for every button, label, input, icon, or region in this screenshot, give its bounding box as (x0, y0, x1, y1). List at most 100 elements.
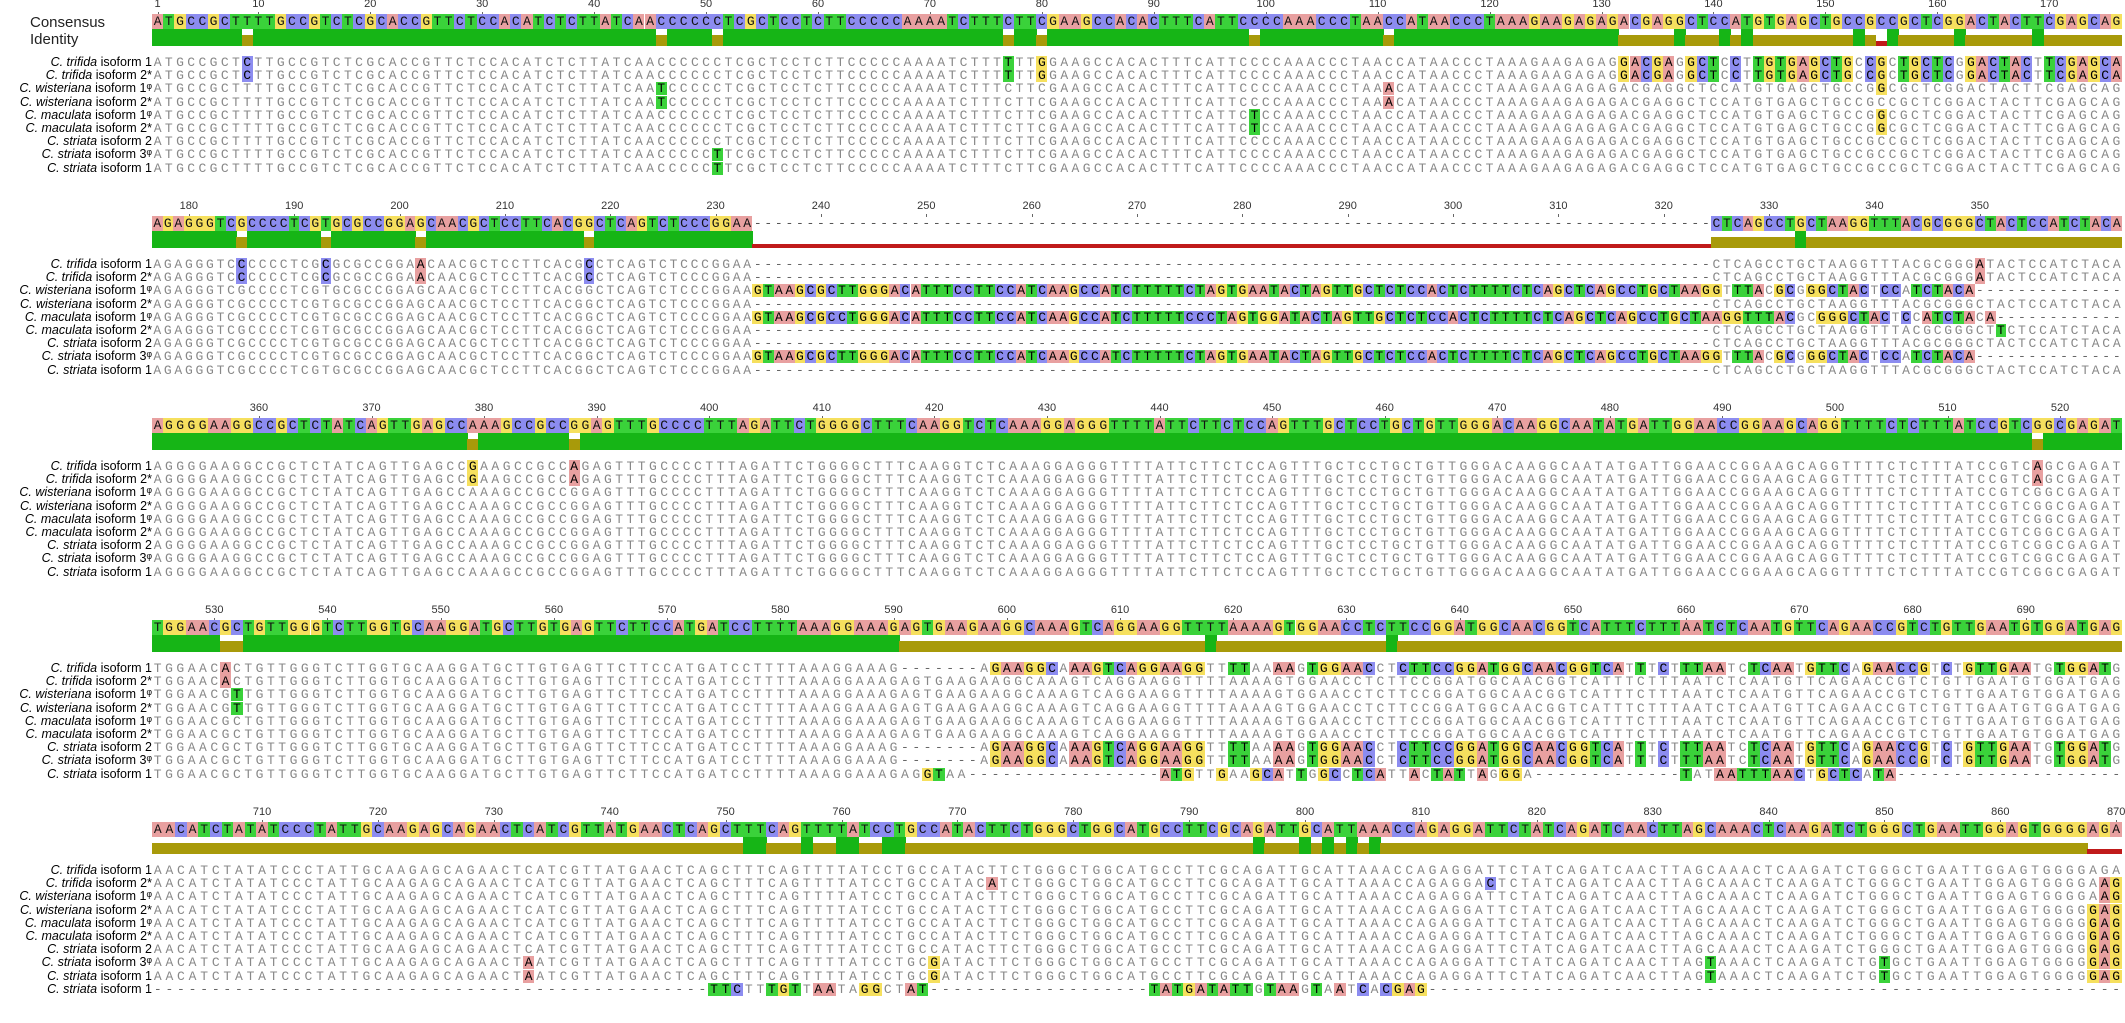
sequence-base: T (1003, 56, 1014, 69)
sequence-base: C (186, 109, 197, 122)
sequence-base: - (1205, 298, 1216, 311)
consensus-base: C (1853, 14, 1864, 29)
consensus-base: - (963, 216, 974, 231)
sequence-base: C (790, 69, 801, 82)
sequence-base: T (801, 96, 812, 109)
sequence-base: T (465, 148, 476, 161)
sequence-base: C (689, 82, 700, 95)
sequence-base: C (257, 324, 268, 337)
sequence-base: G (275, 69, 286, 82)
sequence-base: A (742, 298, 753, 311)
sequence-base: C (1859, 350, 1870, 363)
consensus-base: A (521, 14, 532, 29)
sequence-base: C (1193, 96, 1204, 109)
consensus-base: C (2027, 216, 2038, 231)
consensus-base: T (2080, 216, 2091, 231)
identity-column (1153, 244, 1164, 248)
sequence-base: - (911, 324, 922, 337)
sequence-base: C (1988, 69, 1999, 82)
sequence-base: A (633, 135, 644, 148)
sequence-base: C (1711, 271, 1722, 284)
sequence-base: T (531, 324, 542, 337)
sequence-base: C (247, 364, 258, 377)
sequence-base: C (1316, 122, 1327, 135)
sequence-base: G (879, 284, 890, 297)
sequence-base: A (1518, 148, 1529, 161)
sequence-base: C (2027, 337, 2038, 350)
sequence-base: G (415, 337, 426, 350)
consensus-base: C (1450, 14, 1461, 29)
consensus-base: A (1901, 216, 1912, 231)
identity-column (523, 433, 535, 450)
sequence-base: - (911, 271, 922, 284)
sequence-base: A (2111, 298, 2122, 311)
sequence-base: G (2055, 162, 2066, 175)
sequence-base: - (1701, 298, 1712, 311)
sequence-base: G (1648, 350, 1659, 363)
identity-column (377, 433, 389, 450)
sequence-base: A (499, 82, 510, 95)
sequence-base: C (197, 109, 208, 122)
sequence-base: T (1785, 258, 1796, 271)
consensus-base: T (611, 14, 622, 29)
sequence-base: - (1564, 337, 1575, 350)
sequence-base: G (2055, 82, 2066, 95)
sequence-base: G (1876, 122, 1887, 135)
sequence-base: C (670, 486, 681, 499)
sequence-base: T (942, 350, 953, 363)
sequence-base: C (689, 56, 700, 69)
sequence-base: G (1480, 473, 1491, 486)
sequence-base: - (1680, 271, 1691, 284)
sequence-base: G (411, 473, 422, 486)
sequence-base: A (1439, 122, 1450, 135)
sequence-base: A (1294, 69, 1305, 82)
sequence-base: C (1271, 109, 1282, 122)
sequence-base: C (594, 298, 605, 311)
sequence-base: - (1458, 337, 1469, 350)
sequence-base: C (880, 96, 891, 109)
sequence-base: - (1437, 364, 1448, 377)
sequence-base: C (219, 135, 230, 148)
sequence-base: - (1227, 337, 1238, 350)
sequence-base: G (1548, 460, 1559, 473)
sequence-base: T (215, 284, 226, 297)
sequence-base: - (1532, 258, 1543, 271)
sequence-base: G (1943, 298, 1954, 311)
sequence-base: C (756, 82, 767, 95)
sequence-base: C (1193, 109, 1204, 122)
sequence-base: A (436, 350, 447, 363)
sequence-base: T (2080, 271, 2091, 284)
sequence-base: C (1311, 311, 1322, 324)
sequence-base: - (1532, 271, 1543, 284)
sequence-base: C (2027, 364, 2038, 377)
sequence-base: G (1865, 96, 1876, 109)
sequence-base: T (1350, 96, 1361, 109)
sequence-base: C (1473, 148, 1484, 161)
sequence-base: C (253, 460, 264, 473)
identity-column (1921, 35, 1933, 46)
identity-column (1708, 35, 1720, 46)
consensus-base: - (1522, 216, 1533, 231)
consensus-base: A (478, 418, 489, 433)
sequence-base: C (1327, 96, 1338, 109)
sequence-base: A (731, 337, 742, 350)
sequence-base: G (584, 337, 595, 350)
ruler-tick-label: 350 (1971, 200, 1989, 212)
identity-column (1427, 244, 1438, 248)
sequence-base: T (489, 324, 500, 337)
sequence-base: A (1730, 109, 1741, 122)
consensus-base: C (1909, 14, 1920, 29)
sequence-base: T (1869, 271, 1880, 284)
sequence-base: C (197, 122, 208, 135)
sequence-base: G (331, 284, 342, 297)
sequence-base: A (1070, 69, 1081, 82)
consensus-base: - (1332, 216, 1343, 231)
sequence-base: A (731, 284, 742, 297)
identity-column (1115, 29, 1127, 46)
consensus-base: C (712, 14, 723, 29)
sequence-base: A (1070, 122, 1081, 135)
sequence-base: C (712, 96, 723, 109)
consensus-base: G (1953, 216, 1964, 231)
identity-column (942, 244, 953, 248)
sequence-base: T (533, 135, 544, 148)
